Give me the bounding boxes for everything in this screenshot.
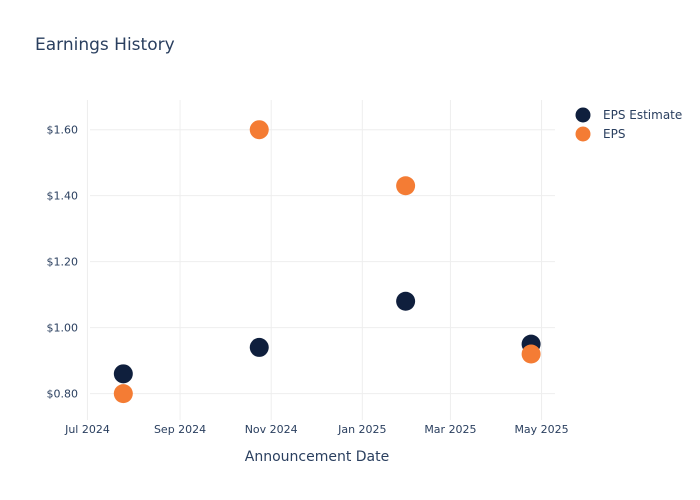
eps-estimate-point[interactable] — [249, 337, 269, 357]
chart-title: Earnings History — [35, 35, 175, 55]
eps-estimate-point[interactable] — [113, 364, 133, 384]
x-tick-label: Sep 2024 — [154, 423, 206, 436]
eps-point[interactable] — [113, 384, 133, 404]
y-tick-label: $1.60 — [47, 124, 79, 137]
x-tick-labels: Jul 2024 Sep 2024 Nov 2024 Jan 2025 Mar 2025… — [64, 423, 569, 436]
data-points — [113, 120, 541, 404]
legend-marker — [575, 107, 591, 123]
x-tick-label: Mar 2025 — [424, 423, 476, 436]
legend-label: EPS Estimate — [603, 108, 682, 122]
y-tick-label: $1.00 — [47, 322, 79, 335]
y-tick-label: $1.20 — [47, 256, 79, 269]
legend-item[interactable]: EPS — [575, 126, 626, 142]
y-tick-label: $0.80 — [47, 388, 79, 401]
y-tick-labels: $0.80 $1.00 $1.20 $1.40 $1.60 — [47, 124, 79, 401]
x-axis-title: Announcement Date — [245, 449, 389, 465]
x-tick-label: May 2025 — [514, 423, 568, 436]
eps-point[interactable] — [249, 120, 269, 140]
legend-marker — [575, 126, 591, 142]
y-tick-label: $1.40 — [47, 190, 79, 203]
eps-estimate-point[interactable] — [396, 291, 416, 311]
eps-point[interactable] — [521, 344, 541, 364]
x-tick-label: Nov 2024 — [245, 423, 298, 436]
legend-item[interactable]: EPS Estimate — [575, 107, 683, 123]
legend[interactable]: EPS Estimate EPS — [575, 107, 683, 142]
eps-point[interactable] — [396, 176, 416, 196]
grid-layer — [86, 100, 555, 420]
x-tick-label: Jul 2024 — [64, 423, 110, 436]
x-tick-label: Jan 2025 — [337, 423, 386, 436]
legend-label: EPS — [603, 127, 625, 141]
